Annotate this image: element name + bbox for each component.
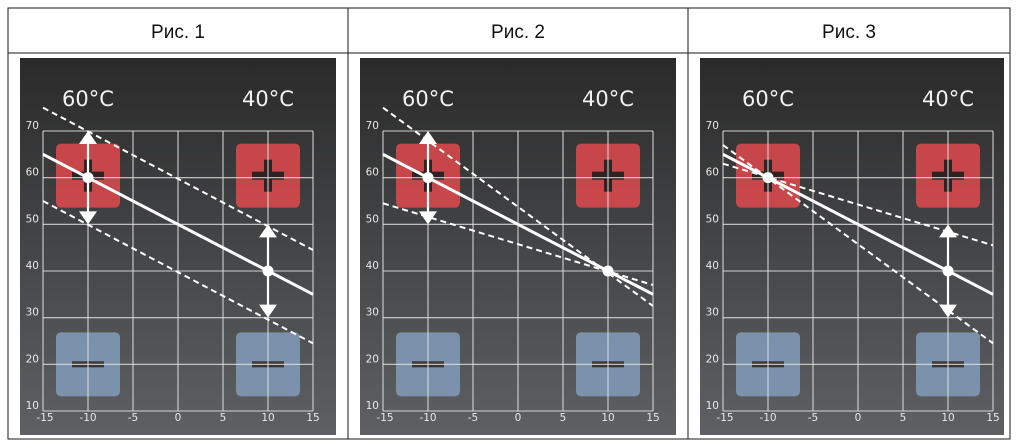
arrow-down-icon [259,271,277,318]
x-tick-label: 0 [175,412,182,424]
y-tick-label: 70 [366,120,379,132]
figure-panel: Рис. 3 60°C 40°C 10 20 30 40 50 60 70 -15 -10 -5 0 5 10… [687,7,1011,440]
y-tick-label: 10 [366,400,379,412]
y-tick-label: 40 [706,260,719,272]
x-tick-label: -15 [376,412,393,424]
y-tick-label: 60 [26,167,39,179]
panel-border [687,7,1011,440]
x-tick-label: -5 [128,412,138,424]
figure-panel: Рис. 1 60°C 40°C 10 20 30 40 50 60 70 -15 -10 -5 0 5 10… [7,7,349,440]
y-tick-label: 30 [706,307,719,319]
y-tick-label: 70 [706,120,719,132]
arrow-down-icon [419,177,437,225]
temp-left-label: 60°C [402,87,454,111]
arrow-up-icon [419,131,437,178]
y-tick-label: 30 [26,307,39,319]
dashed-curve [42,200,314,345]
y-tick-label: 50 [706,213,719,225]
x-tick-label: 5 [560,412,567,424]
temp-right-label: 40°C [582,87,634,111]
x-tick-label: -15 [716,412,733,424]
x-tick-label: 0 [855,412,862,424]
x-tick-label: -5 [468,412,478,424]
y-tick-label: 60 [366,167,379,179]
arrow-up-icon [259,224,277,271]
y-tick-label: 50 [366,213,379,225]
y-tick-label: 40 [26,260,39,272]
y-tick-label: 50 [26,213,39,225]
curve-point[interactable] [602,265,614,277]
arrow-up-icon [79,131,97,178]
x-tick-label: 15 [986,412,999,424]
curve-point[interactable] [262,265,274,277]
y-tick-label: 20 [26,353,39,365]
y-tick-label: 10 [706,400,719,412]
figure-caption: Рис. 2 [491,22,545,43]
curve-point[interactable] [762,172,774,184]
temp-right-label: 40°C [922,87,974,111]
y-tick-label: 30 [366,307,379,319]
figure-panel: Рис. 2 60°C 40°C 10 20 30 40 50 60 70 -15 -10 -5 0 5 10… [347,7,689,440]
x-tick-label: -10 [419,412,436,424]
curve-point[interactable] [422,172,434,184]
x-tick-label: 5 [220,412,227,424]
y-tick-label: 60 [706,167,719,179]
curve-point[interactable] [942,265,954,277]
temp-left-label: 60°C [62,87,114,111]
x-tick-label: 10 [261,412,274,424]
y-tick-label: 10 [26,400,39,412]
curve-point[interactable] [82,172,94,184]
x-tick-label: 15 [306,412,319,424]
x-tick-label: -15 [36,412,53,424]
chart-grid [722,130,994,412]
figure-caption: Рис. 3 [822,22,876,43]
y-tick-label: 20 [366,353,379,365]
x-tick-label: -10 [79,412,96,424]
arrow-up-icon [939,224,957,271]
y-tick-label: 70 [26,120,39,132]
arrow-down-icon [79,177,97,225]
x-tick-label: 10 [941,412,954,424]
x-tick-label: -10 [759,412,776,424]
x-tick-label: 15 [646,412,659,424]
y-tick-label: 20 [706,353,719,365]
x-tick-label: 0 [515,412,522,424]
x-tick-label: 5 [900,412,907,424]
temp-right-label: 40°C [242,87,294,111]
arrow-down-icon [939,271,957,318]
x-tick-label: -5 [808,412,818,424]
figure-caption: Рис. 1 [151,22,205,43]
temp-left-label: 60°C [742,87,794,111]
y-tick-label: 40 [366,260,379,272]
x-tick-label: 10 [601,412,614,424]
